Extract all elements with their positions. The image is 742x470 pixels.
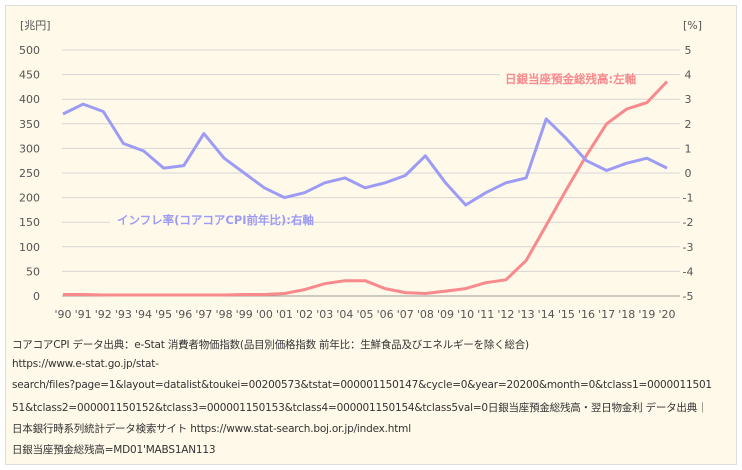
x-tick-label: '00 [256,308,273,321]
left-tick-label: 150 [19,216,40,229]
left-tick-label: 0 [33,290,40,303]
x-tick-label: '06 [377,308,394,321]
legend-bg-red [500,69,622,87]
left-tick-label: 350 [19,118,40,131]
left-tick-label: 500 [19,44,40,57]
x-tick-label: '98 [216,308,233,321]
x-tick-label: '12 [497,308,514,321]
left-tick-label: 200 [19,192,40,205]
x-tick-label: '01 [276,308,293,321]
x-tick-label: '05 [356,308,373,321]
x-tick-label: '94 [135,308,152,321]
x-tick-label: '04 [336,308,353,321]
left-tick-label: 450 [19,69,40,82]
x-tick-label: '08 [417,308,434,321]
x-tick-label: '95 [155,308,172,321]
right-tick-label: -2 [683,216,694,229]
x-tick-label: '13 [518,308,535,321]
right-tick-label: 2 [685,118,692,131]
x-tick-label: '15 [558,308,575,321]
left-tick-label: 250 [19,167,40,180]
x-tick-label: '92 [95,308,112,321]
series-label-deposits: 日銀当座預金総残高:左軸 [505,72,636,86]
right-tick-label: -1 [683,192,694,205]
right-tick-label: -5 [683,290,694,303]
legend-bg-blue [110,211,255,229]
x-tick-label: '19 [638,308,655,321]
source-line-5: 日本銀行時系列統計データ検索サイト https://www.stat-searc… [12,423,411,435]
x-tick-label: '07 [397,308,414,321]
x-tick-label: '20 [658,308,675,321]
right-tick-label: 0 [685,167,692,180]
inflation-line [62,102,668,207]
left-axis-label: [兆円] [20,19,51,32]
x-tick-label: '93 [115,308,132,321]
x-tick-label: '02 [296,308,313,321]
right-tick-label: -4 [683,265,694,278]
left-tick-label: 300 [19,142,40,155]
right-tick-label: -3 [683,241,694,254]
x-tick-label: '17 [598,308,615,321]
series-label-inflation: インフレ率(コアコアCPI前年比):右軸 [117,213,314,227]
source-line-4: 51&tclass2=000001150152&tclass3=00000115… [12,402,708,414]
source-line-2[interactable]: https://www.e-stat.go.jp/stat- [12,358,159,370]
source-line-6: 日銀当座預金総残高=MD01'MABS1AN113 [12,444,216,456]
x-tick-label: '10 [457,308,474,321]
x-tick-label: '91 [75,308,92,321]
right-axis-label: [%] [683,19,702,32]
x-tick-label: '09 [437,308,454,321]
left-tick-label: 100 [19,241,40,254]
left-tick-label: 50 [26,265,40,278]
x-tick-label: '11 [477,308,494,321]
source-line-3[interactable]: search/files?page=1&layout=datalist&touk… [12,379,712,391]
x-tick-label: '99 [236,308,253,321]
left-tick-label: 400 [19,93,40,106]
source-line-1: コアコアCPI データ出典：e-Stat 消費者物価指数(品目別価格指数 前年比… [12,339,529,351]
x-tick-label: '97 [195,308,212,321]
x-tick-label: '18 [618,308,635,321]
right-tick-label: 5 [685,44,692,57]
x-tick-label: '16 [578,308,595,321]
x-tick-label: '90 [54,308,71,321]
right-tick-label: 4 [685,69,692,82]
deposits-line [63,80,669,297]
right-tick-label: 1 [685,142,692,155]
right-tick-label: 3 [685,93,692,106]
line-chart: [兆円] [%] 050100150200250300350400450500-… [19,19,702,321]
x-tick-label: '03 [316,308,333,321]
x-tick-label: '96 [175,308,192,321]
x-tick-label: '14 [538,308,555,321]
